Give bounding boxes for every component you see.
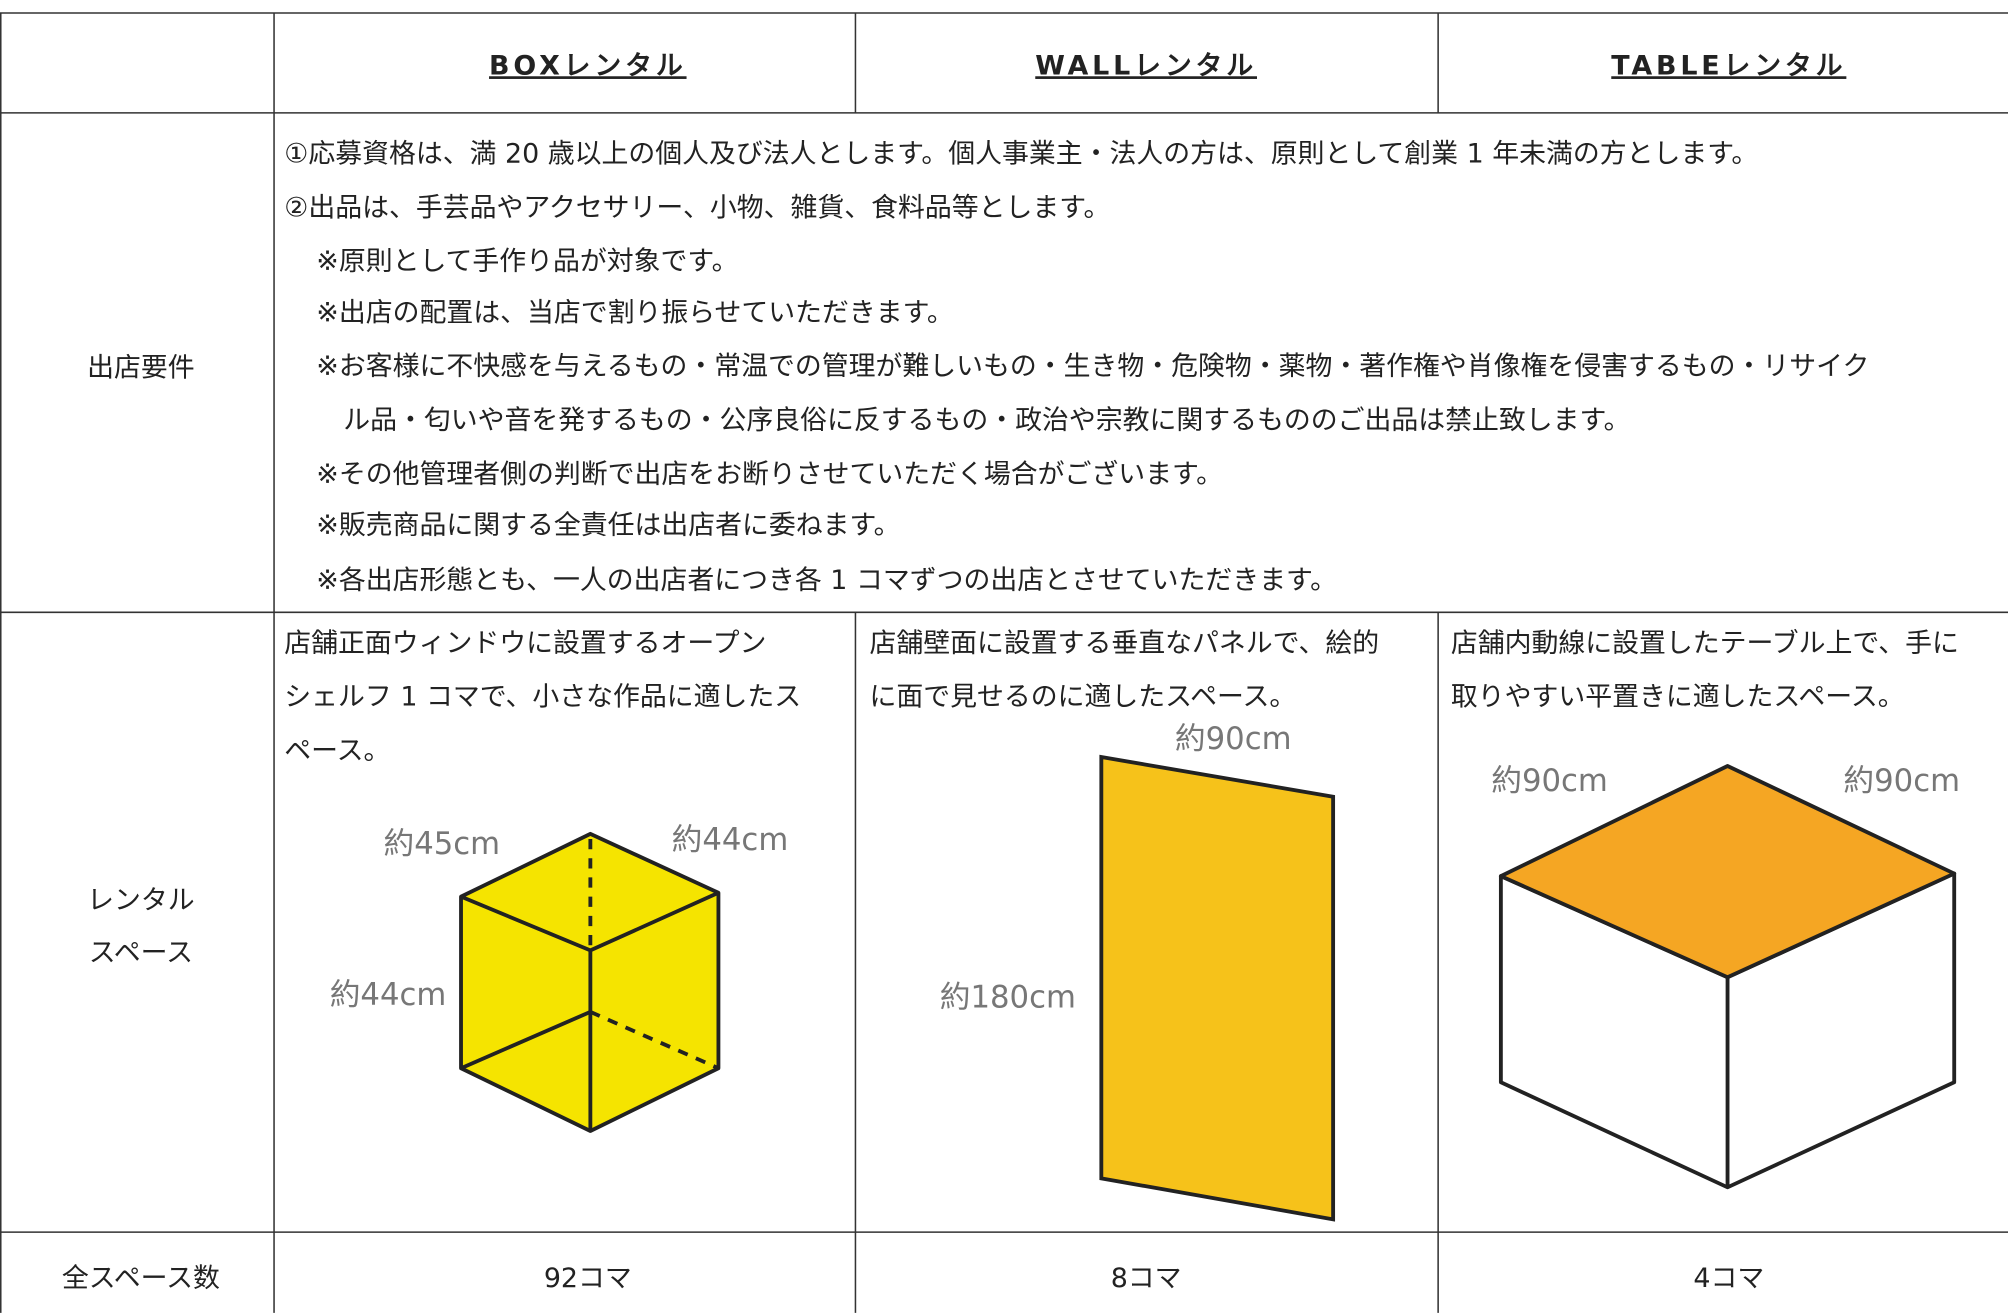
space-count: 4コマ: [1693, 1263, 1764, 1294]
dimension-label: 約180cm: [940, 980, 1076, 1016]
space-description: 店舗正面ウィンドウに設置するオープン: [284, 628, 766, 659]
requirement-line: ※販売商品に関する全責任は出店者に委ねます。: [316, 510, 900, 541]
dimension-label: 約90cm: [1175, 721, 1292, 757]
row-label: レンタル: [87, 885, 195, 916]
column-header: TABLEレンタル: [1611, 50, 1846, 81]
requirement-line: ※各出店形態とも、一人の出店者につき各 1 コマずつの出店とさせていただきます。: [316, 565, 1337, 596]
space-count: 92コマ: [544, 1263, 632, 1294]
row-label: スペース: [89, 938, 193, 969]
space-count: 8コマ: [1111, 1263, 1182, 1294]
space-description: に面で見せるのに適したスペース。: [870, 682, 1297, 713]
space-description: 店舗壁面に設置する垂直なパネルで、絵的: [870, 628, 1380, 659]
requirement-line: ※お客様に不快感を与えるもの・常温での管理が難しいもの・生き物・危険物・薬物・著…: [316, 351, 1869, 382]
box-diagram: [459, 831, 721, 1133]
requirement-line: ※その他管理者側の判断で出店をお断りさせていただく場合がございます。: [316, 459, 1223, 490]
column-header: WALLレンタル: [1035, 50, 1257, 81]
table-diagram: [1498, 764, 1957, 1190]
row-label: 全スペース数: [62, 1263, 220, 1294]
space-description: シェルフ 1 コマで、小さな作品に適したス: [284, 682, 801, 713]
requirement-line: ル品・匂いや音を発するもの・公序良俗に反するもの・政治や宗教に関するもののご出品…: [343, 405, 1630, 436]
space-description: ペース。: [284, 735, 390, 766]
dimension-label: 約45cm: [383, 826, 500, 862]
space-description: 取りやすい平置きに適したスペース。: [1451, 682, 1905, 713]
dimension-label: 約44cm: [672, 822, 789, 858]
wall-diagram: [1099, 754, 1336, 1222]
row-label: 出店要件: [87, 353, 195, 384]
dimension-label: 約90cm: [1843, 763, 1960, 799]
space-description: 店舗内動線に設置したテーブル上で、手に: [1451, 628, 1959, 659]
dimension-label: 約44cm: [330, 977, 447, 1013]
column-header: BOXレンタル: [489, 50, 687, 81]
table-grid: [0, 12, 2008, 1313]
dimension-label: 約90cm: [1491, 763, 1608, 799]
requirement-line: ※出店の配置は、当店で割り振らせていただきます。: [316, 297, 953, 328]
requirement-line: ②出品は、手芸品やアクセサリー、小物、雑貨、食料品等とします。: [284, 192, 1110, 223]
requirement-line: ①応募資格は、満 20 歳以上の個人及び法人とします。個人事業主・法人の方は、原…: [284, 139, 1758, 170]
requirement-line: ※原則として手作り品が対象です。: [316, 246, 738, 277]
